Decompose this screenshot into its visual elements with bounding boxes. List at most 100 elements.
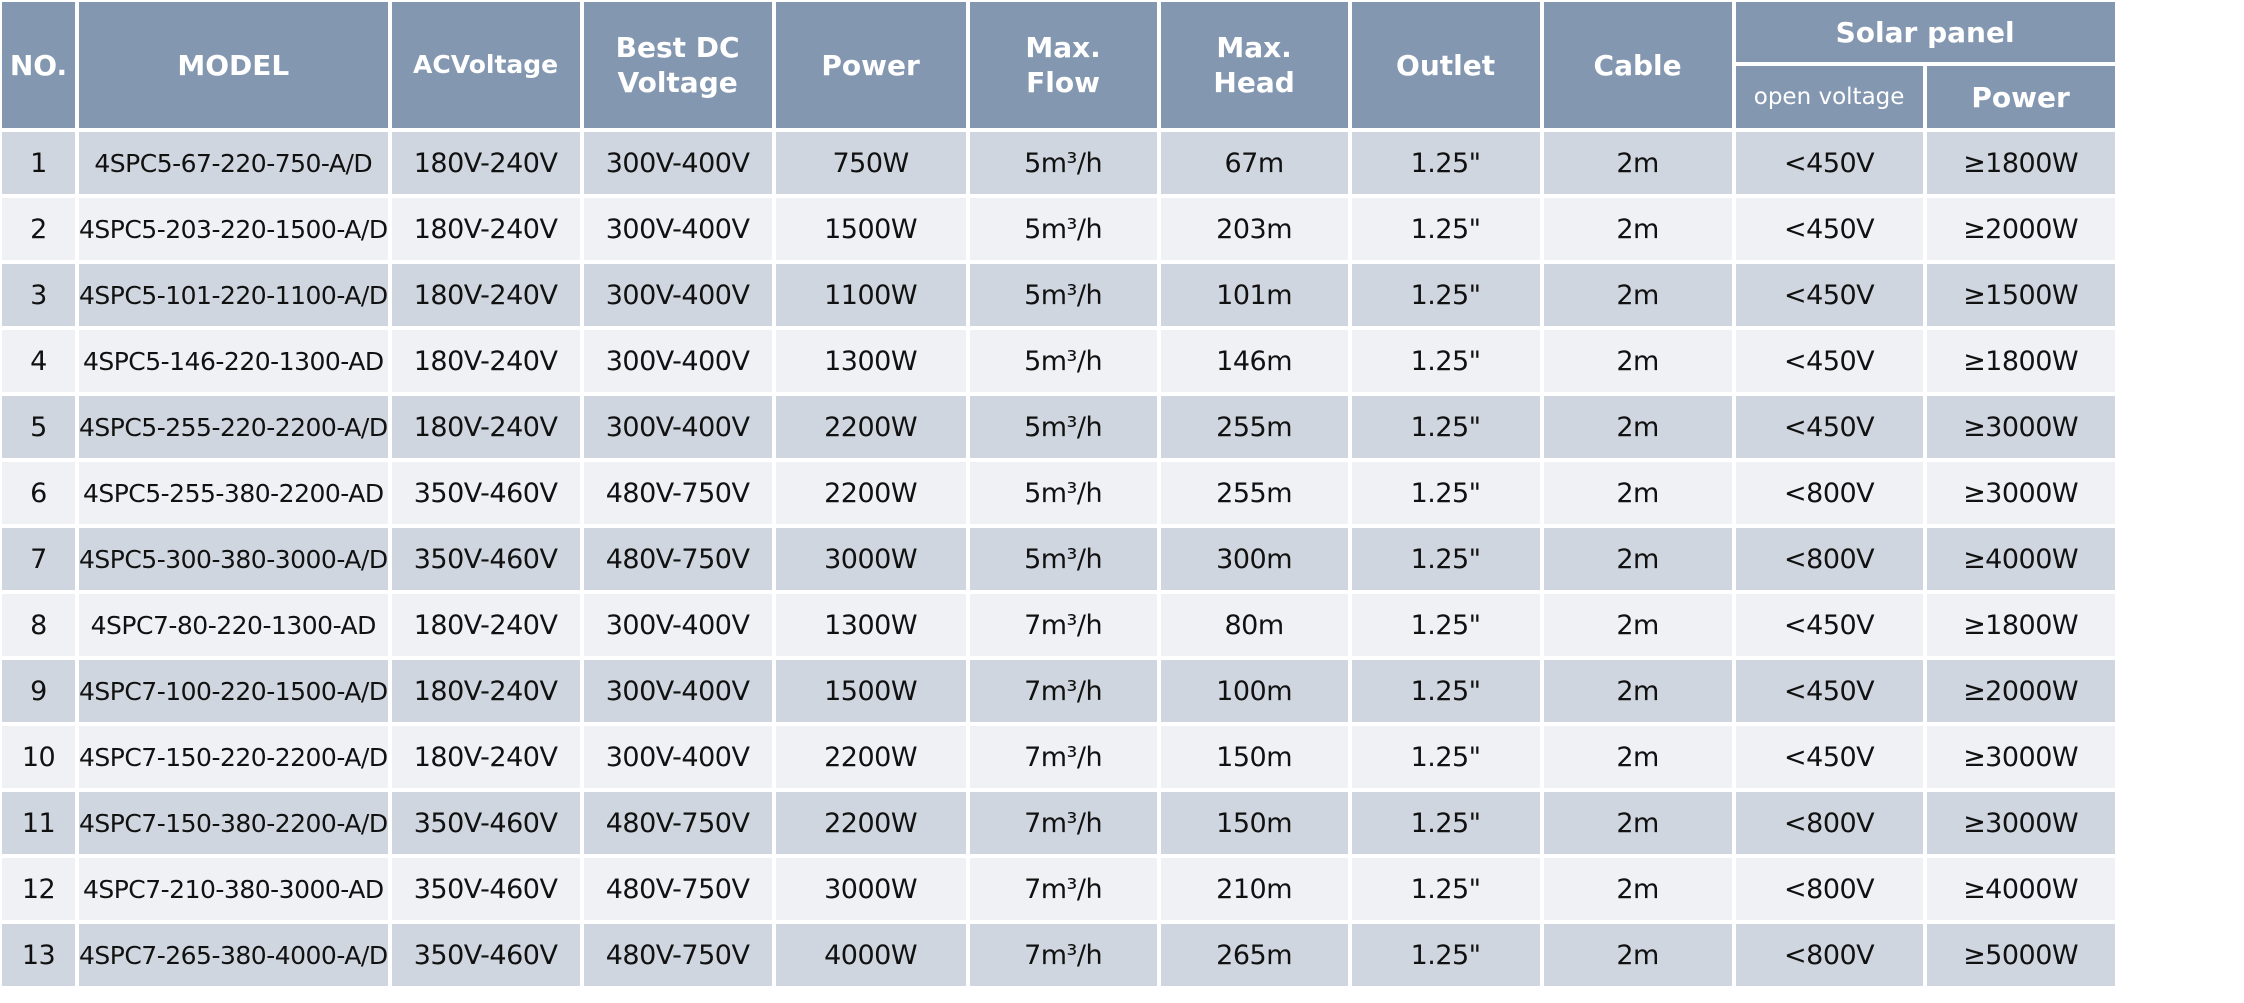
cell-best-dc-voltage: 300V-400V bbox=[583, 396, 772, 458]
cell-max-head: 265m bbox=[1160, 924, 1348, 986]
cell-max-flow: 7m³/h bbox=[969, 726, 1157, 788]
cell-max-head: 146m bbox=[1160, 330, 1348, 392]
cell-ac-voltage: 350V-460V bbox=[391, 792, 580, 854]
cell-open-voltage: <800V bbox=[1735, 924, 1923, 986]
cell-model: 4SPC7-80-220-1300-AD bbox=[79, 594, 388, 656]
header-power: Power bbox=[775, 2, 966, 128]
table-row: 5 4SPC5-255-220-2200-A/D 180V-240V 300V-400… bbox=[2, 396, 2115, 458]
cell-best-dc-voltage: 480V-750V bbox=[583, 528, 772, 590]
cell-ac-voltage: 180V-240V bbox=[391, 330, 580, 392]
table-row: 10 4SPC7-150-220-2200-A/D 180V-240V 300V-40… bbox=[2, 726, 2115, 788]
cell-cable: 2m bbox=[1543, 858, 1732, 920]
cell-max-flow: 5m³/h bbox=[969, 198, 1157, 260]
cell-cable: 2m bbox=[1543, 660, 1732, 722]
cell-open-voltage: <800V bbox=[1735, 792, 1923, 854]
header-max-head: Max. Head bbox=[1160, 2, 1348, 128]
cell-no: 2 bbox=[2, 198, 75, 260]
cell-best-dc-voltage: 300V-400V bbox=[583, 264, 772, 326]
cell-cable: 2m bbox=[1543, 330, 1732, 392]
cell-max-flow: 5m³/h bbox=[969, 330, 1157, 392]
cell-best-dc-voltage: 480V-750V bbox=[583, 462, 772, 524]
table-row: 2 4SPC5-203-220-1500-A/D 180V-240V 300V-400… bbox=[2, 198, 2115, 260]
cell-ac-voltage: 350V-460V bbox=[391, 528, 580, 590]
cell-best-dc-voltage: 300V-400V bbox=[583, 660, 772, 722]
cell-ac-voltage: 180V-240V bbox=[391, 396, 580, 458]
cell-max-head: 80m bbox=[1160, 594, 1348, 656]
cell-cable: 2m bbox=[1543, 792, 1732, 854]
cell-open-voltage: <450V bbox=[1735, 594, 1923, 656]
cell-cable: 2m bbox=[1543, 528, 1732, 590]
cell-cable: 2m bbox=[1543, 462, 1732, 524]
header-model: MODEL bbox=[79, 2, 388, 128]
cell-power: 2200W bbox=[775, 726, 966, 788]
cell-outlet: 1.25" bbox=[1351, 858, 1540, 920]
cell-outlet: 1.25" bbox=[1351, 528, 1540, 590]
cell-model: 4SPC5-300-380-3000-A/D bbox=[79, 528, 388, 590]
cell-solar-power: ≥1800W bbox=[1926, 594, 2115, 656]
cell-outlet: 1.25" bbox=[1351, 132, 1540, 194]
cell-max-flow: 5m³/h bbox=[969, 132, 1157, 194]
cell-cable: 2m bbox=[1543, 132, 1732, 194]
cell-no: 9 bbox=[2, 660, 75, 722]
cell-ac-voltage: 180V-240V bbox=[391, 726, 580, 788]
cell-ac-voltage: 350V-460V bbox=[391, 462, 580, 524]
cell-best-dc-voltage: 300V-400V bbox=[583, 330, 772, 392]
cell-open-voltage: <800V bbox=[1735, 858, 1923, 920]
header-no: NO. bbox=[2, 2, 75, 128]
cell-model: 4SPC5-255-380-2200-AD bbox=[79, 462, 388, 524]
cell-model: 4SPC5-255-220-2200-A/D bbox=[79, 396, 388, 458]
cell-max-flow: 5m³/h bbox=[969, 462, 1157, 524]
cell-solar-power: ≥3000W bbox=[1926, 792, 2115, 854]
cell-no: 1 bbox=[2, 132, 75, 194]
cell-power: 1300W bbox=[775, 594, 966, 656]
table-row: 6 4SPC5-255-380-2200-AD 350V-460V 480V-750V… bbox=[2, 462, 2115, 524]
cell-ac-voltage: 180V-240V bbox=[391, 198, 580, 260]
cell-solar-power: ≥4000W bbox=[1926, 528, 2115, 590]
cell-outlet: 1.25" bbox=[1351, 594, 1540, 656]
cell-solar-power: ≥2000W bbox=[1926, 660, 2115, 722]
cell-outlet: 1.25" bbox=[1351, 726, 1540, 788]
table-row: 1 4SPC5-67-220-750-A/D 180V-240V 300V-400V 7… bbox=[2, 132, 2115, 194]
cell-power: 1300W bbox=[775, 330, 966, 392]
table-row: 3 4SPC5-101-220-1100-A/D 180V-240V 300V-400… bbox=[2, 264, 2115, 326]
cell-solar-power: ≥1800W bbox=[1926, 330, 2115, 392]
cell-max-flow: 7m³/h bbox=[969, 660, 1157, 722]
cell-no: 12 bbox=[2, 858, 75, 920]
header-ac-voltage: ACVoltage bbox=[391, 2, 580, 128]
cell-max-head: 67m bbox=[1160, 132, 1348, 194]
cell-no: 7 bbox=[2, 528, 75, 590]
cell-best-dc-voltage: 300V-400V bbox=[583, 198, 772, 260]
cell-ac-voltage: 180V-240V bbox=[391, 660, 580, 722]
table-row: 9 4SPC7-100-220-1500-A/D 180V-240V 300V-400… bbox=[2, 660, 2115, 722]
cell-max-head: 150m bbox=[1160, 726, 1348, 788]
cell-max-flow: 7m³/h bbox=[969, 792, 1157, 854]
cell-no: 13 bbox=[2, 924, 75, 986]
cell-no: 4 bbox=[2, 330, 75, 392]
cell-power: 4000W bbox=[775, 924, 966, 986]
cell-solar-power: ≥1800W bbox=[1926, 132, 2115, 194]
header-outlet: Outlet bbox=[1351, 2, 1540, 128]
cell-best-dc-voltage: 480V-750V bbox=[583, 858, 772, 920]
cell-model: 4SPC7-265-380-4000-A/D bbox=[79, 924, 388, 986]
cell-no: 11 bbox=[2, 792, 75, 854]
cell-model: 4SPC7-100-220-1500-A/D bbox=[79, 660, 388, 722]
cell-no: 10 bbox=[2, 726, 75, 788]
cell-max-head: 300m bbox=[1160, 528, 1348, 590]
header-open-voltage: open voltage bbox=[1735, 66, 1923, 128]
cell-outlet: 1.25" bbox=[1351, 396, 1540, 458]
cell-open-voltage: <450V bbox=[1735, 396, 1923, 458]
cell-outlet: 1.25" bbox=[1351, 198, 1540, 260]
cell-solar-power: ≥4000W bbox=[1926, 858, 2115, 920]
header-cable: Cable bbox=[1543, 2, 1732, 128]
table-row: 4 4SPC5-146-220-1300-AD 180V-240V 300V-400V… bbox=[2, 330, 2115, 392]
table-body: 1 4SPC5-67-220-750-A/D 180V-240V 300V-400V 7… bbox=[2, 132, 2115, 986]
cell-solar-power: ≥3000W bbox=[1926, 396, 2115, 458]
cell-power: 2200W bbox=[775, 792, 966, 854]
cell-ac-voltage: 350V-460V bbox=[391, 924, 580, 986]
table-row: 8 4SPC7-80-220-1300-AD 180V-240V 300V-400V 1… bbox=[2, 594, 2115, 656]
cell-power: 2200W bbox=[775, 462, 966, 524]
cell-cable: 2m bbox=[1543, 594, 1732, 656]
cell-outlet: 1.25" bbox=[1351, 924, 1540, 986]
cell-solar-power: ≥1500W bbox=[1926, 264, 2115, 326]
cell-model: 4SPC7-150-380-2200-A/D bbox=[79, 792, 388, 854]
